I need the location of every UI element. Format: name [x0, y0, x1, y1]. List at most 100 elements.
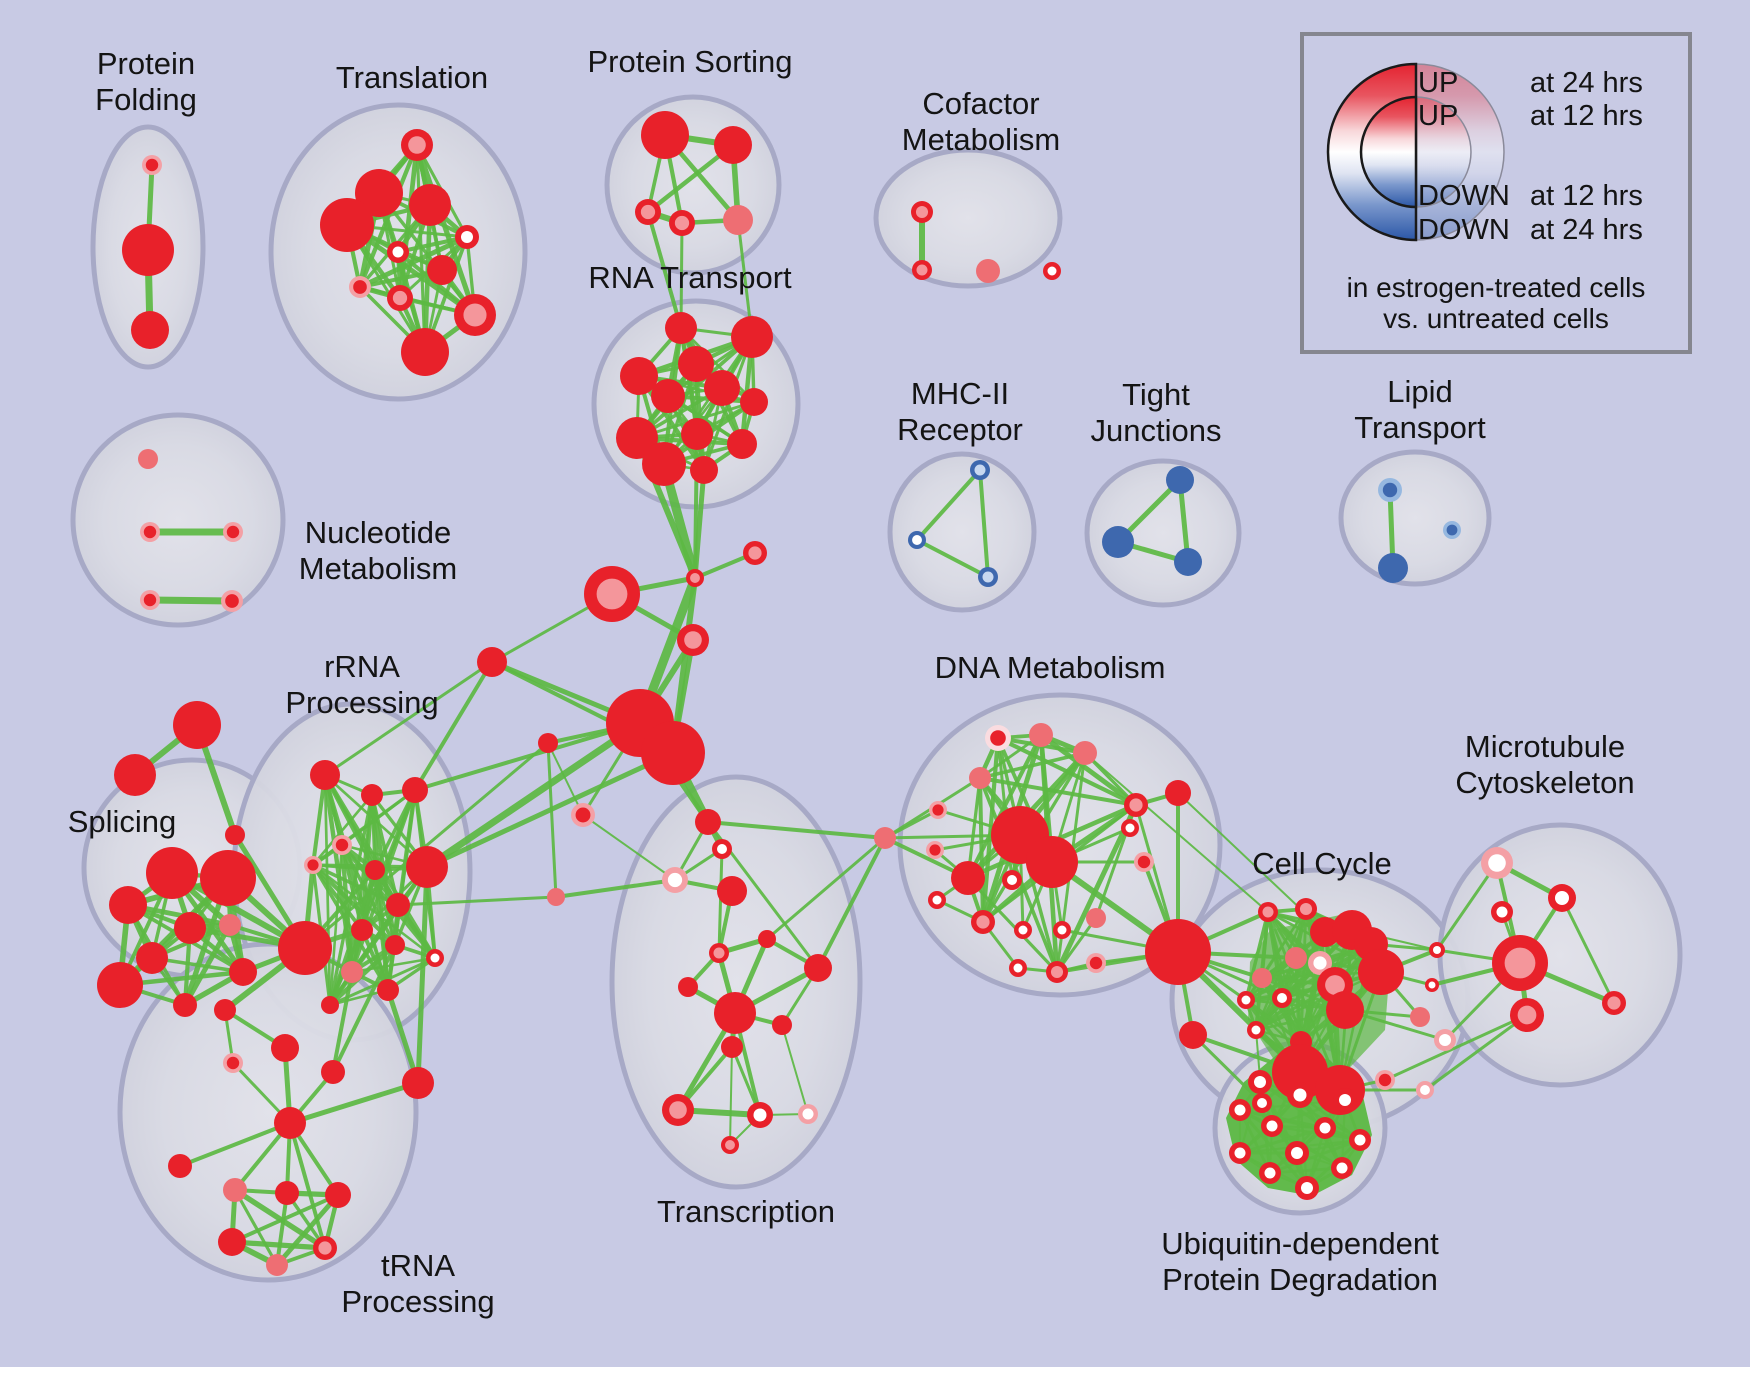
- network-node[interactable]: [266, 1254, 288, 1276]
- network-node[interactable]: [1124, 793, 1148, 817]
- network-node[interactable]: [1429, 942, 1445, 958]
- network-node[interactable]: [678, 346, 714, 382]
- network-node[interactable]: [214, 999, 236, 1021]
- network-node[interactable]: [704, 370, 740, 406]
- network-node[interactable]: [1247, 1021, 1265, 1039]
- network-node[interactable]: [332, 835, 352, 855]
- network-node[interactable]: [361, 784, 383, 806]
- network-node[interactable]: [1295, 898, 1317, 920]
- network-node[interactable]: [271, 1034, 299, 1062]
- network-node[interactable]: [969, 767, 991, 789]
- network-node[interactable]: [747, 1102, 773, 1128]
- network-node[interactable]: [686, 569, 704, 587]
- network-node[interactable]: [278, 921, 332, 975]
- network-node[interactable]: [1237, 991, 1255, 1009]
- network-node[interactable]: [695, 809, 721, 835]
- network-node[interactable]: [642, 442, 686, 486]
- network-node[interactable]: [758, 930, 776, 948]
- network-node[interactable]: [669, 210, 695, 236]
- network-node[interactable]: [223, 1178, 247, 1202]
- network-node[interactable]: [926, 841, 944, 859]
- network-node[interactable]: [1248, 1070, 1272, 1094]
- network-node[interactable]: [1314, 1117, 1336, 1139]
- network-node[interactable]: [1166, 466, 1194, 494]
- network-node[interactable]: [1252, 968, 1272, 988]
- network-node[interactable]: [377, 979, 399, 1001]
- network-node[interactable]: [978, 567, 998, 587]
- network-node[interactable]: [584, 566, 640, 622]
- network-node[interactable]: [406, 846, 448, 888]
- network-node[interactable]: [142, 155, 162, 175]
- network-node[interactable]: [721, 1136, 739, 1154]
- network-node[interactable]: [229, 958, 257, 986]
- network-node[interactable]: [1002, 870, 1022, 890]
- network-node[interactable]: [320, 198, 374, 252]
- network-node[interactable]: [221, 590, 243, 612]
- network-node[interactable]: [427, 255, 457, 285]
- network-node[interactable]: [635, 199, 661, 225]
- network-node[interactable]: [1009, 959, 1027, 977]
- network-node[interactable]: [798, 1104, 818, 1124]
- network-node[interactable]: [804, 954, 832, 982]
- network-node[interactable]: [219, 914, 241, 936]
- network-node[interactable]: [665, 312, 697, 344]
- network-node[interactable]: [1261, 1115, 1283, 1137]
- network-node[interactable]: [1333, 1088, 1357, 1112]
- network-node[interactable]: [1252, 1093, 1272, 1113]
- network-node[interactable]: [912, 260, 932, 280]
- network-node[interactable]: [620, 357, 658, 395]
- network-node[interactable]: [477, 647, 507, 677]
- network-node[interactable]: [714, 992, 756, 1034]
- network-node[interactable]: [731, 316, 773, 358]
- network-node[interactable]: [173, 701, 221, 749]
- network-node[interactable]: [1026, 836, 1078, 888]
- network-node[interactable]: [641, 721, 705, 785]
- network-node[interactable]: [136, 942, 168, 974]
- network-node[interactable]: [351, 919, 373, 941]
- network-node[interactable]: [681, 418, 713, 450]
- network-node[interactable]: [1258, 902, 1278, 922]
- network-node[interactable]: [223, 1053, 243, 1073]
- network-node[interactable]: [1331, 1157, 1353, 1179]
- network-node[interactable]: [1492, 935, 1548, 991]
- network-node[interactable]: [97, 962, 143, 1008]
- network-node[interactable]: [951, 861, 985, 895]
- network-node[interactable]: [426, 949, 444, 967]
- network-node[interactable]: [662, 1094, 694, 1126]
- network-node[interactable]: [1326, 991, 1364, 1029]
- network-node[interactable]: [1443, 521, 1461, 539]
- network-node[interactable]: [662, 867, 688, 893]
- network-node[interactable]: [678, 977, 698, 997]
- network-node[interactable]: [616, 417, 658, 459]
- network-node[interactable]: [385, 935, 405, 955]
- network-node[interactable]: [1602, 991, 1626, 1015]
- network-node[interactable]: [138, 449, 158, 469]
- network-node[interactable]: [401, 328, 449, 376]
- network-node[interactable]: [1174, 548, 1202, 576]
- network-node[interactable]: [140, 522, 160, 542]
- network-node[interactable]: [1165, 780, 1191, 806]
- network-node[interactable]: [1029, 723, 1053, 747]
- network-node[interactable]: [1410, 1007, 1430, 1027]
- network-node[interactable]: [1285, 947, 1307, 969]
- network-node[interactable]: [401, 129, 433, 161]
- network-node[interactable]: [402, 777, 428, 803]
- network-node[interactable]: [1308, 951, 1332, 975]
- network-node[interactable]: [274, 1107, 306, 1139]
- network-node[interactable]: [1134, 852, 1154, 872]
- network-node[interactable]: [1272, 988, 1292, 1008]
- network-node[interactable]: [740, 388, 768, 416]
- network-node[interactable]: [1014, 921, 1032, 939]
- network-node[interactable]: [386, 893, 410, 917]
- network-node[interactable]: [321, 996, 339, 1014]
- network-node[interactable]: [341, 961, 363, 983]
- network-node[interactable]: [1378, 478, 1402, 502]
- network-node[interactable]: [325, 1182, 351, 1208]
- network-node[interactable]: [146, 847, 198, 899]
- network-node[interactable]: [225, 825, 245, 845]
- network-node[interactable]: [1229, 1099, 1251, 1121]
- network-node[interactable]: [641, 111, 689, 159]
- network-node[interactable]: [976, 259, 1000, 283]
- network-node[interactable]: [387, 285, 413, 311]
- network-node[interactable]: [714, 126, 752, 164]
